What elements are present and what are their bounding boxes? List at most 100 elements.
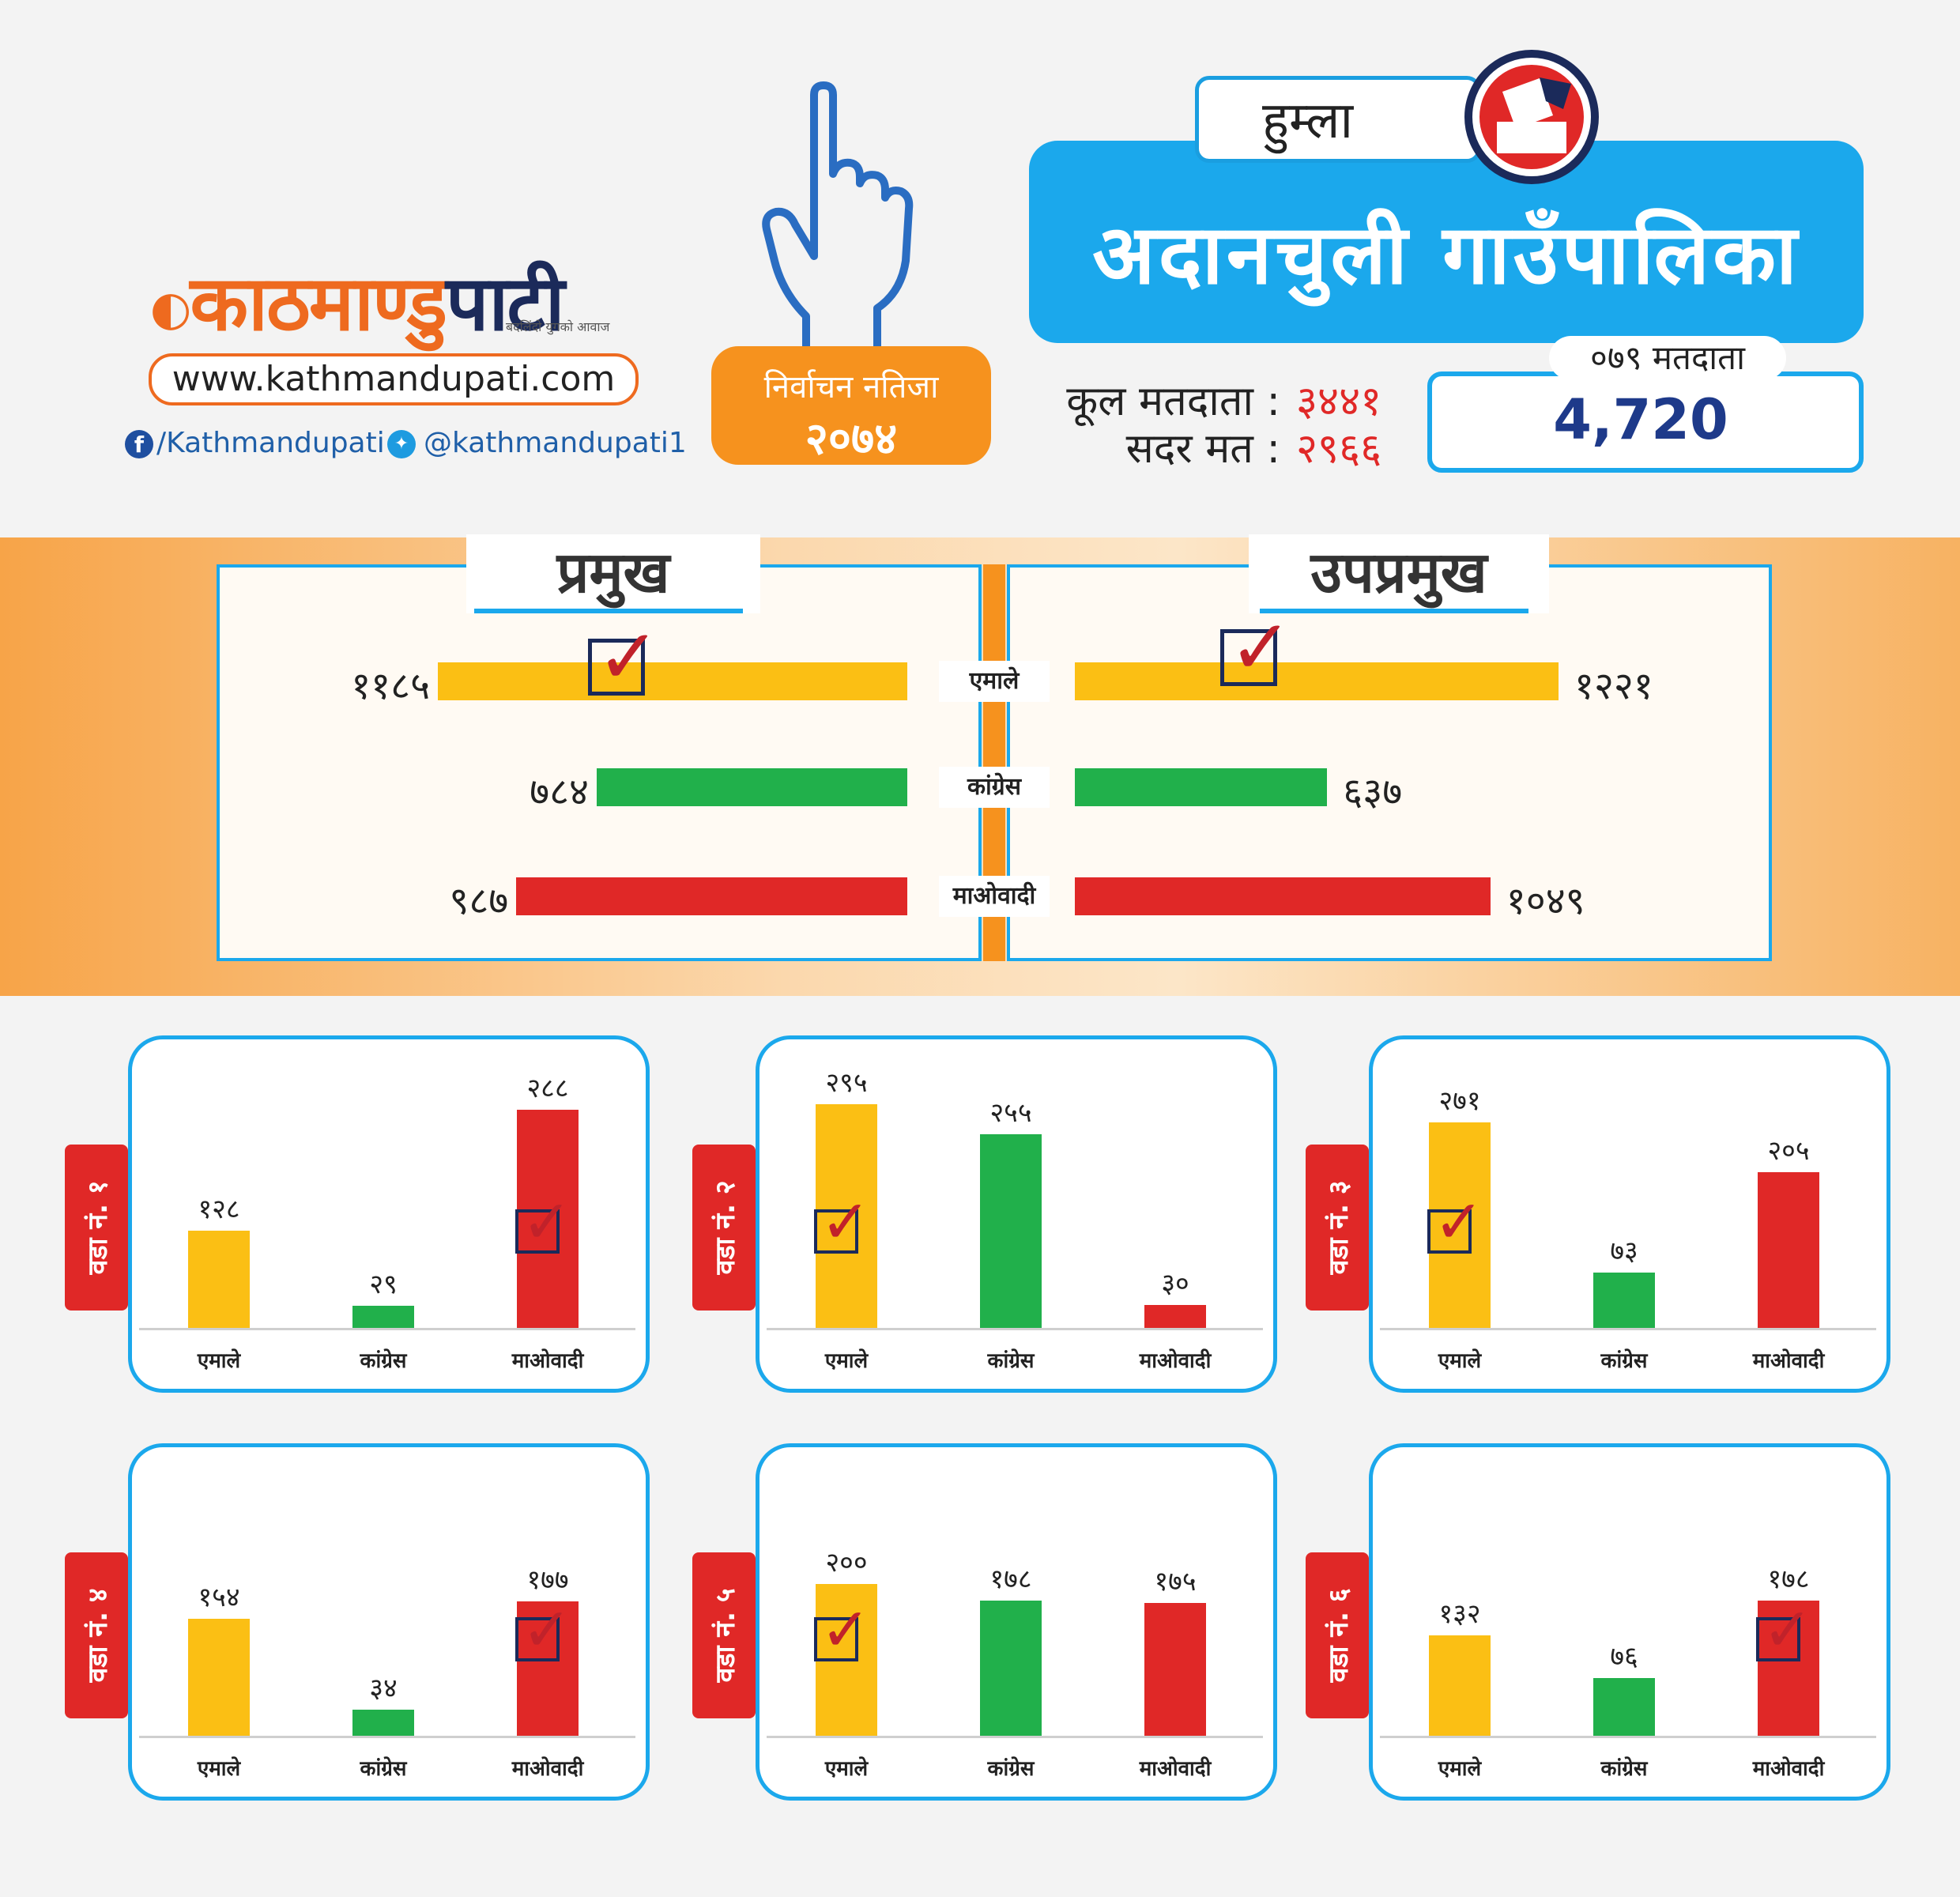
ward-6-winner-check-icon [1756,1600,1813,1661]
deputy-bar-3 [1075,877,1491,915]
ward-4-category-3: माओवादी [511,1757,584,1781]
ballot-box-icon [1464,50,1599,184]
voters-079-value: 4,720 [1553,387,1728,452]
ward-label-text: वडा नं. ३ [1323,1180,1355,1275]
ward-label-6: वडा नं. ६ [1306,1552,1369,1718]
chief-bar-1 [438,662,907,700]
ward-label-text: वडा नं. ६ [1323,1588,1355,1683]
brand-logo-part2: पाटी [445,259,565,348]
result-badge-line1: निर्वाचन नतिजा [763,369,939,405]
ward-baseline-4 [139,1736,635,1738]
ward-2-value-3: ३० [1161,1268,1189,1300]
ward-1-winner-check-icon [515,1192,572,1254]
election-result-badge: निर्वाचन नतिजा २०७४ [711,346,991,465]
ward-1-bar-2 [352,1306,414,1328]
chief-bar-3 [516,877,907,915]
facebook-handle[interactable]: /Kathmandupati [156,427,385,459]
ward-1-category-2: कांग्रेस [360,1349,407,1373]
party-tag-3: माओवादी [939,876,1050,917]
chief-title: प्रमुख [466,534,760,613]
ward-baseline-2 [767,1328,1263,1330]
ward-5-category-2: कांग्रेस [987,1757,1035,1781]
ward-4-bar-2 [352,1710,414,1736]
brand-logo-part1: काठमाण्डु [190,259,447,348]
ward-3-bar-3 [1758,1172,1819,1328]
ward-2-category-3: माओवादी [1139,1349,1212,1373]
total-voters-label: कूल मतदाता : [1066,378,1280,425]
brand-logo: ◐काठमाण्डुपाटी [150,249,565,353]
top-band [0,0,1960,55]
ward-6-bar-1 [1429,1635,1491,1736]
ward-5-category-1: एमाले [824,1757,869,1781]
ward-2-category-1: एमाले [824,1349,869,1373]
ward-5-value-3: १७५ [1154,1566,1197,1597]
ward-3-winner-check-icon [1427,1192,1484,1254]
total-voters-value: ३४४१ [1296,378,1382,425]
voters-079-label: ०७९ मतदाता [1549,336,1786,380]
ward-baseline-5 [767,1736,1263,1738]
ward-6-value-1: १३२ [1438,1598,1481,1631]
deputy-value-2: ६३७ [1343,770,1403,814]
ward-baseline-6 [1380,1736,1876,1738]
ward-4-bar-1 [188,1619,250,1736]
ward-1-value-3: २८८ [526,1072,569,1104]
ward-label-text: वडा नं. २ [710,1180,741,1275]
chief-winner-check-icon [588,619,660,696]
chief-bar-2 [597,768,907,806]
twitter-handle[interactable]: @kathmandupati1 [424,427,687,459]
deputy-bar-2 [1075,768,1328,806]
ward-label-text: वडा नं. ५ [710,1588,741,1683]
ward-6-value-3: १७८ [1767,1563,1810,1596]
chief-value-2: ७८४ [530,770,590,814]
chief-value-3: ९८७ [449,879,509,923]
ward-4-winner-check-icon [515,1600,572,1661]
ward-baseline-3 [1380,1328,1876,1330]
ward-3-value-3: २०५ [1767,1135,1810,1167]
ward-label-2: वडा नं. २ [692,1145,756,1311]
ward-6-value-2: ७६ [1610,1641,1638,1673]
ward-6-category-2: कांग्रेस [1600,1757,1648,1781]
ward-1-value-2: २९ [369,1269,398,1301]
facebook-icon: f [125,430,153,458]
ward-3-value-1: २७१ [1438,1084,1481,1117]
ward-label-text: वडा नं. १ [82,1180,114,1275]
website-url[interactable]: www.kathmandupati.com [149,353,639,405]
ward-6-bar-2 [1593,1678,1655,1736]
ward-1-category-1: एमाले [197,1349,241,1373]
ward-label-4: वडा नं. ४ [65,1552,128,1718]
municipality-banner [1029,141,1864,343]
ward-3-category-2: कांग्रेस [1600,1349,1648,1373]
ward-label-3: वडा नं. ३ [1306,1145,1369,1311]
ward-6-category-3: माओवादी [1752,1757,1825,1781]
ward-2-bar-2 [980,1134,1042,1328]
chief-value-1: ११८५ [351,664,431,708]
ward-5-category-3: माओवादी [1139,1757,1212,1781]
deputy-title-underline [1260,609,1528,613]
ward-2-value-1: २९५ [825,1066,868,1099]
ward-2-value-2: २५५ [989,1097,1032,1130]
ward-1-category-3: माओवादी [511,1349,584,1373]
voting-finger-icon [762,81,914,364]
ward-5-value-1: २०० [825,1547,868,1578]
deputy-bar-1 [1075,662,1559,700]
ward-label-text: वडा नं. ४ [82,1588,114,1683]
party-tag-1: एमाले [939,661,1050,702]
ward-label-5: वडा नं. ५ [692,1552,756,1718]
ward-1-value-1: १२८ [198,1194,240,1226]
ward-2-category-2: कांग्रेस [987,1349,1035,1373]
ward-4-category-1: एमाले [197,1757,241,1781]
ward-5-winner-check-icon [814,1600,871,1661]
ward-label-1: वडा नं. १ [65,1145,128,1311]
district-name: हुम्ला [1195,76,1481,163]
municipality-title: अदानचुली गाउँपालिका [1092,206,1800,303]
ward-1-bar-1 [188,1231,250,1328]
ward-4-value-2: ३४ [369,1673,398,1705]
ward-4-value-3: १७७ [526,1564,569,1597]
valid-votes-value: २९६६ [1296,425,1382,473]
ward-3-category-3: माओवादी [1752,1349,1825,1373]
party-tag-2: कांग्रेस [939,767,1050,808]
ward-2-winner-check-icon [814,1192,871,1254]
deputy-title: उपप्रमुख [1249,534,1549,613]
valid-votes-label: सदर मत : [1125,425,1280,473]
deputy-winner-check-icon [1220,609,1292,686]
